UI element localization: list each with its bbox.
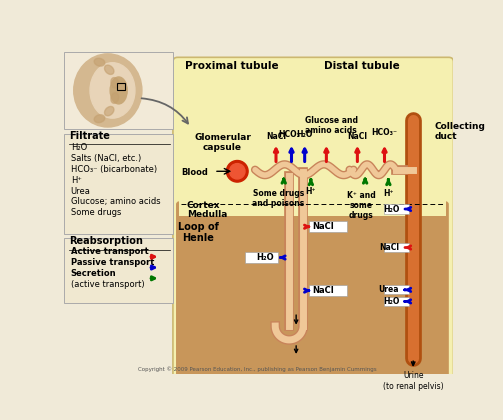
Text: Some drugs: Some drugs <box>70 208 121 217</box>
FancyBboxPatch shape <box>173 57 454 378</box>
Ellipse shape <box>110 77 127 104</box>
Text: Proximal tubule: Proximal tubule <box>185 61 279 71</box>
Bar <box>384 285 409 294</box>
Text: Copyright © 2009 Pearson Education, Inc., publishing as Pearson Benjamin Cumming: Copyright © 2009 Pearson Education, Inc.… <box>138 366 377 372</box>
Text: Medulla: Medulla <box>187 210 227 220</box>
Text: Reabsorption: Reabsorption <box>69 236 143 246</box>
Bar <box>179 62 446 216</box>
Bar <box>384 243 409 252</box>
Ellipse shape <box>94 58 105 66</box>
Text: H₂O: H₂O <box>70 144 87 152</box>
Ellipse shape <box>111 78 119 88</box>
Text: H⁺: H⁺ <box>70 176 81 185</box>
Ellipse shape <box>111 93 119 103</box>
Bar <box>178 62 449 374</box>
Text: Urea: Urea <box>70 186 91 196</box>
Text: HCO₃⁻: HCO₃⁻ <box>372 129 397 137</box>
Text: NaCl: NaCl <box>312 222 334 231</box>
Text: NaCl: NaCl <box>348 132 367 141</box>
Circle shape <box>233 173 241 181</box>
Text: Glomerular
capsule: Glomerular capsule <box>194 133 251 152</box>
Text: Blood: Blood <box>181 168 208 177</box>
Bar <box>245 252 278 263</box>
Bar <box>384 297 409 306</box>
FancyBboxPatch shape <box>64 238 173 303</box>
Text: Distal tubule: Distal tubule <box>324 61 400 71</box>
Text: Filtrate: Filtrate <box>69 131 110 141</box>
Circle shape <box>228 171 236 178</box>
Text: Secretion: Secretion <box>70 269 116 278</box>
Text: K⁺ and
some
drugs: K⁺ and some drugs <box>347 191 376 220</box>
Text: Collecting
duct: Collecting duct <box>435 121 486 141</box>
Ellipse shape <box>105 65 114 74</box>
Text: HCO₃⁻: HCO₃⁻ <box>279 130 304 139</box>
Circle shape <box>228 164 236 172</box>
Text: H⁺: H⁺ <box>383 189 394 198</box>
Text: Glucose and
amino acids: Glucose and amino acids <box>304 116 358 135</box>
Bar <box>384 205 409 214</box>
Text: (active transport): (active transport) <box>70 280 144 289</box>
Text: H⁺: H⁺ <box>306 187 316 197</box>
Text: Some drugs
and poisons: Some drugs and poisons <box>252 189 304 208</box>
Circle shape <box>229 163 245 179</box>
Bar <box>117 83 125 90</box>
Text: H₂O: H₂O <box>383 205 399 213</box>
Text: H₂O: H₂O <box>383 297 399 306</box>
Text: Active transport: Active transport <box>70 247 148 257</box>
Bar <box>309 221 347 232</box>
Text: Cortex: Cortex <box>187 201 220 210</box>
Text: Salts (NaCl, etc.): Salts (NaCl, etc.) <box>70 154 141 163</box>
Bar <box>309 285 347 296</box>
Circle shape <box>226 160 248 182</box>
Text: H₂O: H₂O <box>256 253 274 262</box>
Circle shape <box>233 161 241 169</box>
Text: HCO₃⁻ (bicarbonate): HCO₃⁻ (bicarbonate) <box>70 165 157 174</box>
Text: Urea: Urea <box>379 285 399 294</box>
Ellipse shape <box>105 106 114 116</box>
Bar <box>64 52 173 129</box>
Ellipse shape <box>90 63 135 118</box>
Ellipse shape <box>74 54 142 127</box>
Text: H₂O: H₂O <box>296 130 313 139</box>
FancyBboxPatch shape <box>176 201 449 377</box>
Text: NaCl: NaCl <box>312 286 334 295</box>
Text: Passive transport: Passive transport <box>70 258 154 267</box>
Ellipse shape <box>94 115 105 123</box>
Text: Glucose; amino acids: Glucose; amino acids <box>70 197 160 206</box>
Circle shape <box>239 164 246 172</box>
Text: NaCl: NaCl <box>266 132 286 141</box>
Text: NaCl: NaCl <box>379 243 399 252</box>
Text: Loop of
Henle: Loop of Henle <box>178 222 219 243</box>
FancyBboxPatch shape <box>64 134 173 234</box>
Text: Urine
(to renal pelvis): Urine (to renal pelvis) <box>383 372 444 391</box>
Circle shape <box>239 171 246 178</box>
